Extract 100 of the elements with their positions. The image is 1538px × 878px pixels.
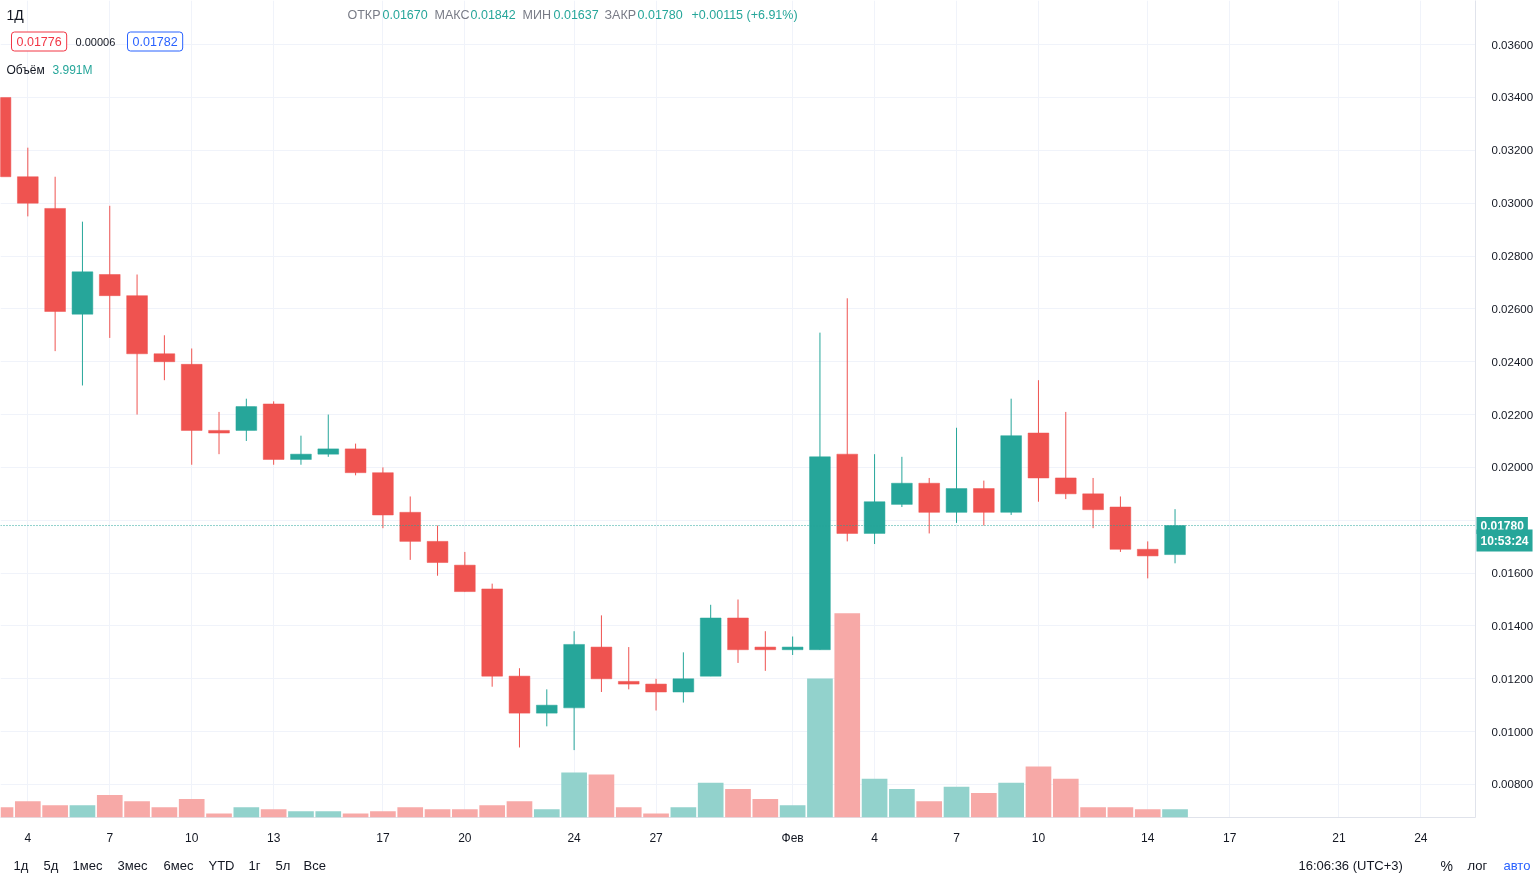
annotation: 0.01780 — [637, 8, 683, 22]
annotation: 0.01670 — [382, 8, 428, 22]
x-tick-label: 17 — [376, 830, 390, 845]
text: YTD — [208, 858, 235, 873]
annotation: МИН — [522, 7, 551, 22]
x-tick-label: 20 — [458, 830, 472, 845]
bar — [588, 774, 615, 818]
candlestick — [945, 427, 968, 524]
bar — [1107, 807, 1134, 818]
y-tick-label: 0.01000 — [1491, 725, 1534, 738]
candlestick — [290, 435, 312, 466]
candlestick — [672, 651, 694, 704]
annotation: 0.01782 — [132, 35, 178, 49]
candlestick — [1082, 477, 1104, 529]
text: 1г — [248, 858, 261, 873]
bar — [151, 807, 178, 818]
text: 6мес — [163, 858, 194, 873]
x-tick-label: 24 — [567, 830, 582, 845]
chart-title: 1Д — [6, 6, 25, 23]
annotation: ОТКР — [347, 7, 381, 22]
y-tick-label: 0.02600 — [1491, 302, 1534, 315]
bar — [342, 813, 369, 818]
text: 10:53:24 — [1480, 533, 1529, 548]
bar — [69, 805, 96, 818]
candlestick — [891, 456, 913, 508]
bar — [670, 807, 697, 818]
bar — [943, 786, 970, 818]
bar — [1134, 809, 1161, 818]
bar — [916, 801, 943, 818]
candlestick — [317, 414, 339, 458]
x-tick-label: 27 — [649, 830, 664, 845]
annotation: 0.00006 — [75, 35, 116, 48]
candlestick — [754, 630, 776, 672]
candlestick — [208, 411, 230, 455]
x-tick-label: 7 — [953, 830, 961, 845]
bar — [861, 778, 888, 818]
x-tick-label: 24 — [1414, 830, 1428, 845]
annotation: 0.01842 — [470, 8, 516, 22]
candlestick — [782, 636, 804, 656]
bar — [834, 613, 861, 818]
bar — [889, 788, 915, 818]
x-tick-label: 14 — [1141, 830, 1155, 845]
bar — [1162, 809, 1188, 818]
y-tick-label: 0.01600 — [1491, 567, 1534, 580]
candlestick — [536, 688, 558, 727]
y-tick-label: 0.01400 — [1491, 619, 1534, 632]
y-tick-label: 0.00800 — [1491, 778, 1534, 791]
text: 3мес — [117, 858, 148, 873]
bar — [697, 782, 724, 818]
candlestick — [153, 334, 176, 381]
y-tick-label: 0.02000 — [1491, 461, 1534, 474]
text: авто — [1503, 858, 1531, 873]
annotation: +0.00115 (+6.91%) — [691, 7, 798, 22]
annotation: 0.01637 — [553, 8, 599, 22]
candlestick — [1137, 540, 1159, 579]
candlestick — [344, 443, 367, 476]
bar — [424, 809, 451, 818]
candlestick — [1055, 411, 1077, 500]
candlestick — [426, 525, 449, 577]
bar — [779, 805, 806, 818]
ref-line-label: 0.01780 — [1480, 519, 1525, 534]
x-tick-label: 7 — [106, 830, 114, 845]
candlestick — [235, 398, 257, 442]
text: лог — [1467, 858, 1488, 873]
text: 1д — [13, 858, 29, 873]
bar — [998, 782, 1024, 818]
y-tick-label: 0.02800 — [1491, 250, 1534, 263]
candlestick — [99, 205, 121, 339]
bar — [971, 792, 997, 818]
y-tick-label: 0.03200 — [1491, 144, 1534, 157]
text: % — [1440, 857, 1453, 874]
chart-title: Объём — [6, 62, 45, 77]
bar — [233, 807, 260, 818]
x-tick-label: 10 — [1031, 830, 1046, 845]
x-tick-label: 17 — [1222, 830, 1237, 845]
text: 1мес — [72, 858, 103, 873]
annotation: 3.991M — [52, 62, 93, 77]
text: 5д — [43, 858, 59, 873]
annotation: ЗАКР — [604, 7, 637, 22]
y-tick-label: 0.01200 — [1491, 672, 1534, 685]
x-tick-label: Фев — [781, 830, 804, 845]
text: Все — [303, 858, 326, 873]
y-tick-label: 0.02400 — [1491, 355, 1534, 368]
bar — [1025, 766, 1052, 818]
x-tick-label: 10 — [185, 830, 199, 845]
annotation: МАКС — [434, 7, 470, 22]
candlestick — [645, 678, 667, 711]
y-tick-label: 0.03600 — [1491, 38, 1534, 51]
candlestick — [973, 480, 995, 527]
bar — [506, 801, 533, 818]
candlestick — [618, 646, 640, 690]
x-tick-label: 13 — [266, 830, 281, 845]
text: 16:06:36 (UTC+3) — [1298, 858, 1403, 873]
y-tick-label: 0.03400 — [1491, 91, 1534, 104]
x-tick-label: 4 — [24, 830, 32, 845]
x-tick-label: 21 — [1332, 830, 1346, 845]
text: 5л — [275, 858, 291, 873]
bar — [260, 809, 287, 818]
y-tick-label: 0.03000 — [1491, 197, 1534, 210]
annotation: 0.01776 — [16, 35, 62, 49]
